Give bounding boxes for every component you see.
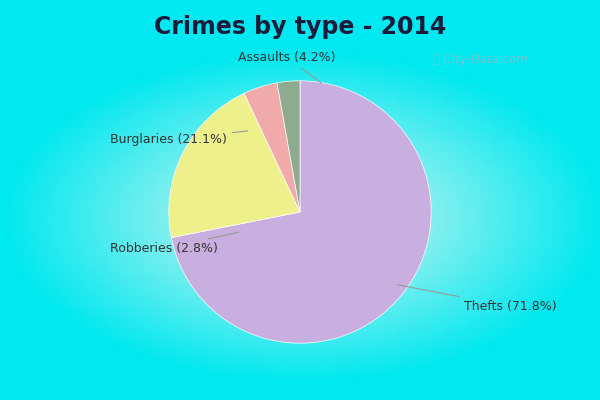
Text: Robberies (2.8%): Robberies (2.8%): [110, 232, 238, 255]
Text: ⓘ City-Data.com: ⓘ City-Data.com: [433, 54, 527, 66]
Wedge shape: [172, 81, 431, 343]
Wedge shape: [169, 93, 300, 238]
Text: Assaults (4.2%): Assaults (4.2%): [238, 51, 335, 83]
Wedge shape: [277, 81, 300, 212]
Text: Crimes by type - 2014: Crimes by type - 2014: [154, 15, 446, 39]
Text: Burglaries (21.1%): Burglaries (21.1%): [110, 131, 247, 146]
Text: Thefts (71.8%): Thefts (71.8%): [397, 285, 557, 313]
Wedge shape: [244, 83, 300, 212]
